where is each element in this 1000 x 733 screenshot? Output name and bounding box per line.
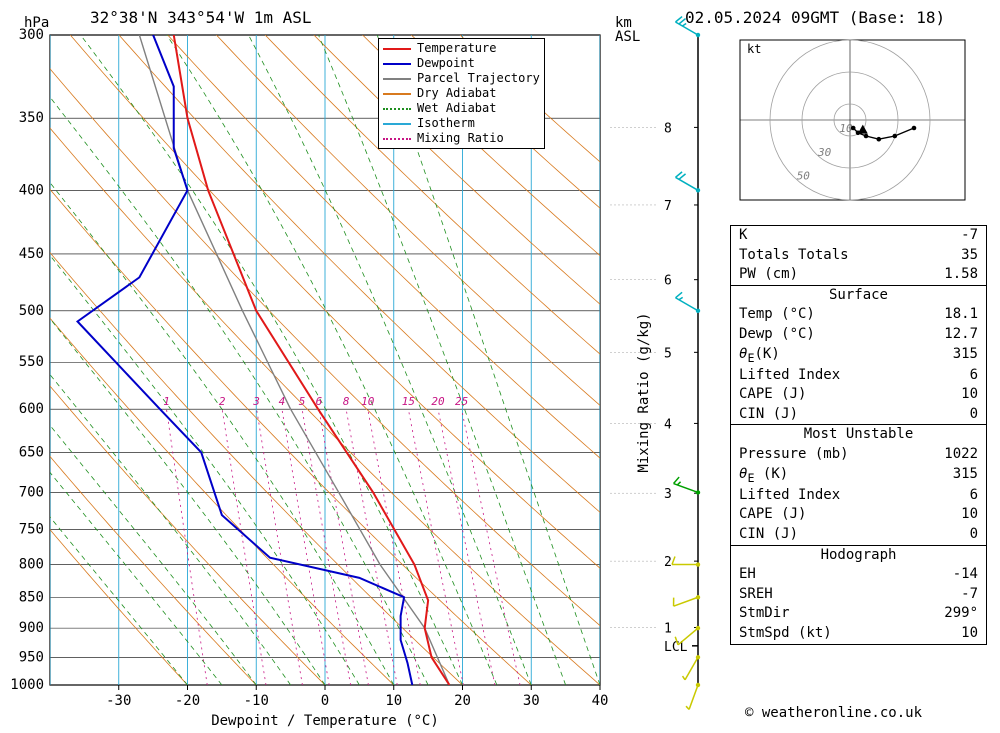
svg-text:400: 400	[19, 182, 44, 198]
legend-item: Dewpoint	[383, 56, 540, 71]
index-row: Lifted Index6	[731, 366, 986, 386]
index-row: Lifted Index6	[731, 486, 986, 506]
svg-text:2: 2	[219, 395, 226, 408]
index-row: StmSpd (kt)10	[731, 624, 986, 644]
svg-text:7: 7	[664, 199, 672, 214]
svg-text:30: 30	[523, 693, 540, 709]
legend-item: Wet Adiabat	[383, 101, 540, 116]
svg-text:LCL: LCL	[664, 640, 688, 655]
index-row: Totals Totals35	[731, 246, 986, 266]
svg-text:600: 600	[19, 401, 44, 417]
svg-text:1: 1	[163, 395, 170, 408]
svg-text:ASL: ASL	[615, 29, 640, 45]
legend-item: Dry Adiabat	[383, 86, 540, 101]
copyright: © weatheronline.co.uk	[745, 705, 922, 721]
svg-text:3: 3	[252, 395, 260, 408]
index-row: EH-14	[731, 565, 986, 585]
section-title: Surface	[731, 286, 986, 306]
svg-text:500: 500	[19, 303, 44, 319]
svg-text:750: 750	[19, 522, 44, 538]
svg-text:Dewpoint / Temperature (°C): Dewpoint / Temperature (°C)	[211, 713, 439, 729]
hodograph: 10 30 50 kt	[735, 35, 970, 205]
svg-text:5: 5	[299, 395, 306, 408]
index-row: StmDir299°	[731, 604, 986, 624]
index-row: PW (cm)1.58	[731, 265, 986, 285]
index-row: CIN (J)0	[731, 405, 986, 425]
svg-text:6: 6	[664, 274, 672, 289]
svg-text:450: 450	[19, 246, 44, 262]
svg-text:800: 800	[19, 557, 44, 573]
legend-item: Isotherm	[383, 116, 540, 131]
index-row: K-7	[731, 226, 986, 246]
svg-text:550: 550	[19, 354, 44, 370]
title-right: 02.05.2024 09GMT (Base: 18)	[685, 8, 945, 27]
svg-text:20: 20	[454, 693, 471, 709]
root: 1000950900850800750700650600550500450400…	[0, 0, 1000, 733]
svg-text:40: 40	[592, 693, 609, 709]
svg-text:-10: -10	[244, 693, 269, 709]
index-row: θE(K)315	[731, 345, 986, 366]
svg-text:4: 4	[664, 417, 672, 432]
index-row: Pressure (mb)1022	[731, 445, 986, 465]
svg-text:20: 20	[431, 395, 445, 408]
svg-text:950: 950	[19, 649, 44, 665]
index-row: CIN (J)0	[731, 525, 986, 545]
svg-text:10: 10	[385, 693, 402, 709]
svg-text:850: 850	[19, 589, 44, 605]
svg-text:kt: kt	[747, 42, 761, 56]
section-title: Most Unstable	[731, 425, 986, 445]
svg-text:25: 25	[455, 395, 468, 408]
svg-text:8: 8	[664, 121, 672, 136]
ylabel-hpa: hPa	[24, 15, 49, 31]
indices-panel: K-7Totals Totals35PW (cm)1.58SurfaceTemp…	[730, 225, 987, 645]
svg-text:900: 900	[19, 620, 44, 636]
index-row: CAPE (J)10	[731, 505, 986, 525]
legend-item: Parcel Trajectory	[383, 71, 540, 86]
svg-text:10: 10	[839, 122, 853, 135]
svg-text:-20: -20	[175, 693, 200, 709]
legend-item: Mixing Ratio	[383, 131, 540, 146]
svg-text:15: 15	[402, 395, 415, 408]
svg-text:10: 10	[361, 395, 375, 408]
svg-text:350: 350	[19, 110, 44, 126]
section-title: Hodograph	[731, 546, 986, 566]
legend-item: Temperature	[383, 41, 540, 56]
svg-text:650: 650	[19, 444, 44, 460]
svg-text:-30: -30	[106, 693, 131, 709]
svg-text:50: 50	[797, 170, 811, 183]
index-row: Dewp (°C)12.7	[731, 325, 986, 345]
index-row: CAPE (J)10	[731, 385, 986, 405]
index-row: θE (K)315	[731, 465, 986, 486]
svg-text:1: 1	[664, 622, 672, 637]
svg-text:5: 5	[664, 346, 672, 361]
svg-text:2: 2	[664, 555, 672, 570]
svg-text:3: 3	[664, 487, 672, 502]
svg-text:30: 30	[817, 146, 832, 159]
svg-text:700: 700	[19, 484, 44, 500]
title-left: 32°38'N 343°54'W 1m ASL	[90, 8, 312, 27]
legend: TemperatureDewpointParcel TrajectoryDry …	[378, 38, 545, 149]
svg-text:8: 8	[343, 395, 350, 408]
index-row: SREH-7	[731, 585, 986, 605]
svg-text:1000: 1000	[10, 677, 44, 693]
svg-text:0: 0	[321, 693, 329, 709]
index-row: Temp (°C)18.1	[731, 305, 986, 325]
altitude-wind-axis: kmASL12345678LCL	[610, 15, 720, 695]
